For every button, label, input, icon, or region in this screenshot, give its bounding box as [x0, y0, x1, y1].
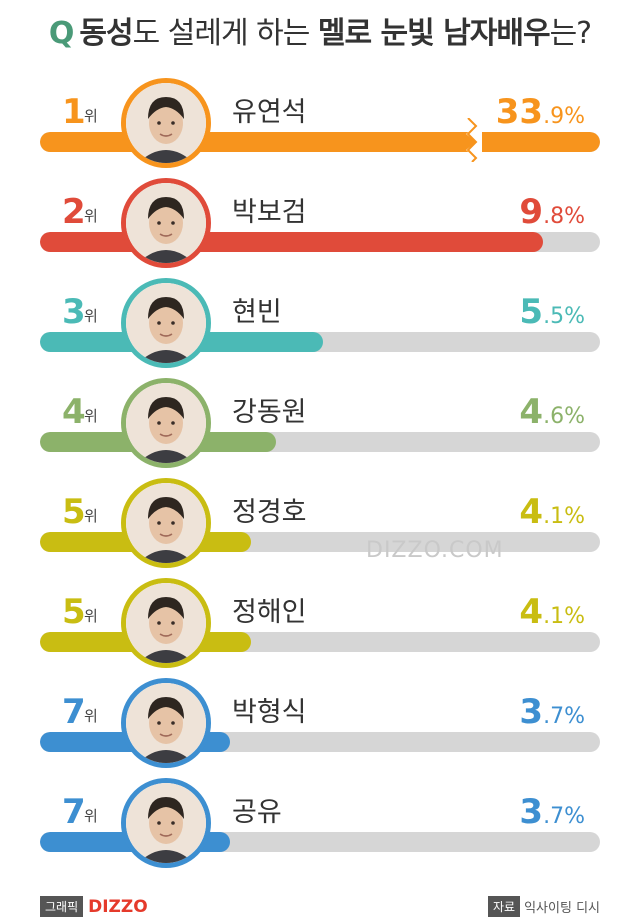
- graphic-tag: 그래픽: [40, 896, 84, 917]
- avatar: [121, 278, 211, 368]
- ranking-row: 2 위 박보검 9.8%: [0, 176, 640, 268]
- value-label: 4.6%: [519, 392, 585, 432]
- rank-number: 2: [62, 192, 86, 232]
- rank-suffix: 위: [84, 207, 98, 225]
- question-mark-label: Q: [48, 16, 74, 51]
- source-tag: 자료: [488, 896, 521, 917]
- actor-name: 정해인: [232, 597, 307, 628]
- ranking-row: 3 위 현빈 5.5%: [0, 276, 640, 368]
- avatar: [121, 778, 211, 868]
- actor-name: 공유: [232, 797, 282, 828]
- brand-logo: DIZZO: [88, 896, 148, 917]
- avatar: [121, 678, 211, 768]
- actor-name: 현빈: [232, 297, 282, 328]
- rank-number: 7: [62, 792, 86, 832]
- rank-suffix: 위: [84, 807, 98, 825]
- ranking-chart: 1 위 유연석 33.9% 2 위 박보검 9.8% 3 위 현빈 5.5% 4 위 강동원 4.6% 5 위 정경…: [0, 76, 640, 868]
- value-label: 4.1%: [519, 592, 585, 632]
- axis-break-icon: [466, 118, 482, 162]
- source-text: 익사이팅 디시: [524, 901, 600, 916]
- value-label: 33.9%: [495, 92, 585, 132]
- rank-suffix: 위: [84, 307, 98, 325]
- avatar: [121, 478, 211, 568]
- ranking-row: 1 위 유연석 33.9%: [0, 76, 640, 168]
- rank-number: 7: [62, 692, 86, 732]
- ranking-row: 5 위 정해인 4.1%: [0, 576, 640, 668]
- title-part-2: 도 설레게: [132, 16, 257, 51]
- rank-suffix: 위: [84, 607, 98, 625]
- title-part-3: 하는: [256, 16, 318, 51]
- ranking-row: 7 위 공유 3.7%: [0, 776, 640, 868]
- ranking-row: 7 위 박형식 3.7%: [0, 676, 640, 768]
- avatar: [121, 78, 211, 168]
- value-label: 3.7%: [519, 792, 585, 832]
- rank-number: 3: [62, 292, 86, 332]
- watermark: DIZZO.COM: [366, 538, 504, 563]
- rank-number: 5: [62, 592, 86, 632]
- title-part-4: 멜로 눈빛 남자배우: [317, 16, 551, 51]
- bar: [40, 232, 544, 252]
- rank-suffix: 위: [84, 107, 98, 125]
- rank-number: 1: [62, 92, 86, 132]
- actor-name: 정경호: [232, 497, 307, 528]
- value-label: 5.5%: [519, 292, 585, 332]
- value-label: 4.1%: [519, 492, 585, 532]
- actor-name: 박형식: [232, 697, 307, 728]
- avatar: [121, 578, 211, 668]
- rank-number: 4: [62, 392, 86, 432]
- rank-number: 5: [62, 492, 86, 532]
- rank-suffix: 위: [84, 407, 98, 425]
- avatar: [121, 178, 211, 268]
- ranking-row: 4 위 강동원 4.6%: [0, 376, 640, 468]
- value-label: 3.7%: [519, 692, 585, 732]
- rank-suffix: 위: [84, 507, 98, 525]
- actor-name: 박보검: [232, 197, 307, 228]
- avatar: [121, 378, 211, 468]
- chart-title: Q 동성도 설레게 하는 멜로 눈빛 남자배우는?: [0, 8, 640, 52]
- actor-name: 유연석: [232, 97, 307, 128]
- footer-source: 자료 익사이팅 디시: [488, 896, 600, 917]
- footer-credit: 그래픽 DIZZO: [40, 896, 148, 917]
- title-part-1: 동성: [79, 16, 133, 51]
- title-part-5: 는?: [549, 16, 593, 51]
- ranking-row: 5 위 정경호 4.1%: [0, 476, 640, 568]
- actor-name: 강동원: [232, 397, 307, 428]
- value-label: 9.8%: [519, 192, 585, 232]
- rank-suffix: 위: [84, 707, 98, 725]
